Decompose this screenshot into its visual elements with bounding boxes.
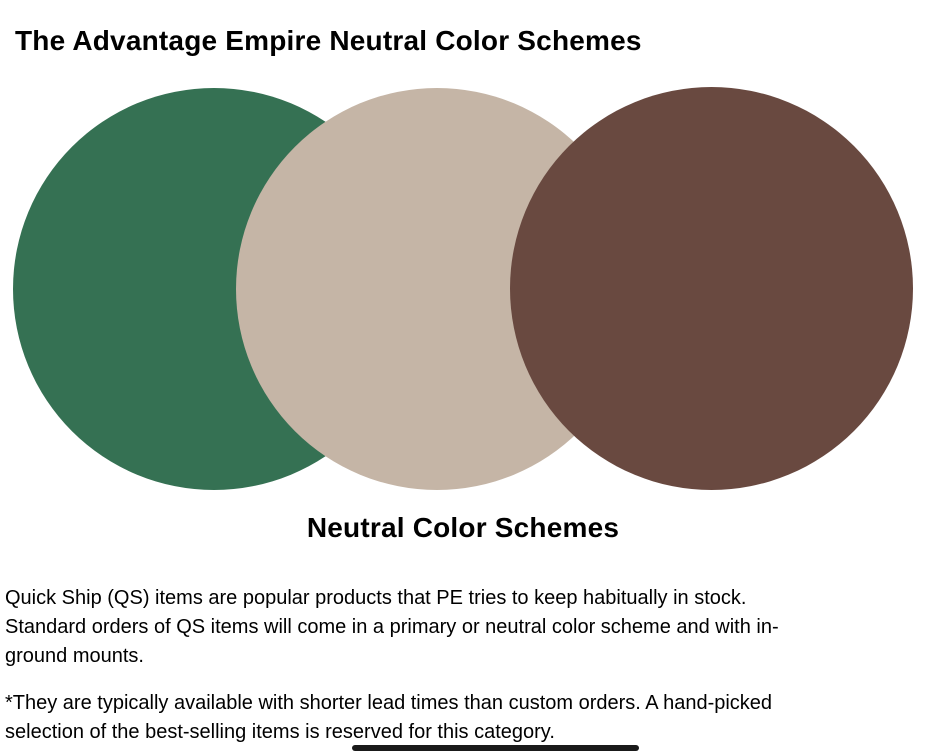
color-scheme-figure — [13, 87, 913, 490]
text-line: selection of the best-selling items is r… — [5, 721, 555, 743]
bottom-indicator-bar — [352, 745, 639, 751]
text-line: *They are typically available with short… — [5, 692, 773, 714]
page-title: The Advantage Empire Neutral Color Schem… — [15, 24, 642, 58]
body-paragraph-quick-ship: Quick Ship (QS) items are popular produc… — [5, 584, 916, 671]
page-title-suffix: Neutral Color Schemes — [329, 25, 642, 56]
brown-circle-swatch — [510, 87, 913, 490]
figure-caption: Neutral Color Schemes — [306, 512, 620, 543]
text-line: Standard orders of QS items will come in… — [5, 616, 779, 638]
page-title-prefix: The Advantage Empire — [15, 25, 322, 56]
body-paragraph-lead-times: *They are typically available with short… — [5, 689, 916, 747]
text-line: ground mounts. — [5, 645, 144, 667]
text-line: Quick Ship (QS) items are popular produc… — [5, 587, 747, 609]
